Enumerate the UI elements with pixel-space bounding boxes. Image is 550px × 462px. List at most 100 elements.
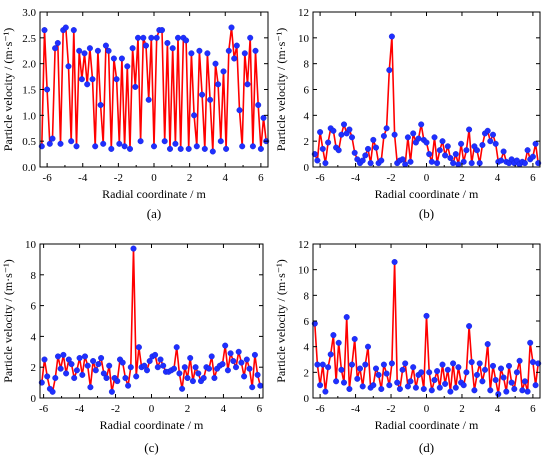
data-point xyxy=(434,368,441,375)
chart-panel-3: -6 -4 -2 0 2 4 6 0 2 4 6 8 10 Radial coordinate / m Pa… xyxy=(1,239,264,455)
data-point xyxy=(423,139,430,146)
data-point xyxy=(455,161,462,168)
x-tick-label: 4 xyxy=(223,172,229,184)
data-point xyxy=(476,360,483,367)
data-point xyxy=(133,373,140,380)
data-point xyxy=(212,60,219,67)
y-tick-label: 2 xyxy=(31,362,37,374)
data-point xyxy=(431,134,438,141)
data-point xyxy=(187,355,194,362)
data-point xyxy=(463,369,470,376)
data-point xyxy=(359,157,366,164)
x-tick-label: -4 xyxy=(351,172,361,184)
y-tick-label: 2 xyxy=(304,136,310,148)
data-point xyxy=(492,377,499,384)
data-point xyxy=(209,148,216,155)
data-point xyxy=(365,145,372,152)
data-point xyxy=(243,356,250,363)
x-tick-label: 4 xyxy=(495,172,501,184)
data-point xyxy=(455,364,462,371)
x-axis-label: Radial coordinate / m xyxy=(375,187,479,201)
data-point xyxy=(319,361,326,368)
data-point xyxy=(527,339,534,346)
y-tick-label: 0 xyxy=(304,162,310,174)
y-tick-label: 8 xyxy=(304,59,310,71)
data-point xyxy=(335,147,342,154)
data-point xyxy=(410,130,417,137)
data-point xyxy=(154,364,161,371)
data-point xyxy=(222,342,229,349)
data-point xyxy=(498,365,505,372)
data-point xyxy=(251,351,258,358)
data-point xyxy=(114,378,121,385)
y-tick-label: 0 xyxy=(304,393,310,405)
data-point xyxy=(200,375,207,382)
data-point xyxy=(511,386,518,393)
data-point xyxy=(529,359,536,366)
data-point xyxy=(164,40,171,47)
x-tick-label: 0 xyxy=(424,403,430,415)
data-point xyxy=(73,143,80,150)
data-point xyxy=(100,370,107,377)
data-point xyxy=(532,382,539,389)
data-point xyxy=(126,145,133,152)
y-tick-label: 12 xyxy=(298,239,309,251)
data-point xyxy=(495,391,502,398)
data-point xyxy=(184,375,191,382)
data-point xyxy=(205,365,212,372)
data-point xyxy=(192,364,199,371)
data-point xyxy=(157,356,164,363)
data-point xyxy=(153,34,160,41)
data-point xyxy=(439,138,446,145)
x-tick-label: 0 xyxy=(424,172,430,184)
data-point xyxy=(317,129,324,136)
data-point xyxy=(231,55,238,62)
y-tick-label: 6 xyxy=(31,301,37,313)
data-point xyxy=(351,149,358,156)
data-point xyxy=(521,160,528,167)
data-point xyxy=(252,47,259,54)
data-point xyxy=(244,81,251,88)
data-point xyxy=(92,143,99,150)
data-point xyxy=(76,47,83,54)
data-point xyxy=(127,364,134,371)
x-tick-label: 6 xyxy=(530,403,536,415)
data-point xyxy=(236,107,243,114)
x-tick-label: -6 xyxy=(316,403,326,415)
data-point xyxy=(134,34,141,41)
data-point xyxy=(52,45,59,52)
data-point xyxy=(412,384,419,391)
data-point xyxy=(487,387,494,394)
data-point xyxy=(220,68,227,75)
data-point xyxy=(354,375,361,382)
data-point xyxy=(233,42,240,49)
data-point xyxy=(89,76,96,83)
data-point xyxy=(92,367,99,374)
data-point xyxy=(235,348,242,355)
panel-label: (c) xyxy=(144,440,158,455)
data-point xyxy=(215,81,222,88)
data-point xyxy=(247,34,254,41)
data-point xyxy=(211,375,218,382)
data-point xyxy=(193,143,200,150)
data-point xyxy=(68,138,75,145)
x-tick-label: 4 xyxy=(221,403,227,415)
data-point xyxy=(407,158,414,165)
data-point xyxy=(319,145,326,152)
data-point xyxy=(362,361,369,368)
data-point xyxy=(108,145,115,152)
data-point xyxy=(460,382,467,389)
data-point xyxy=(490,131,497,138)
data-point xyxy=(404,134,411,141)
data-point xyxy=(204,50,211,57)
data-point xyxy=(79,371,86,378)
data-point xyxy=(81,353,88,360)
y-tick-label: 4 xyxy=(304,110,310,122)
data-point xyxy=(418,369,425,376)
data-point xyxy=(177,145,184,152)
data-point xyxy=(484,341,491,348)
data-point xyxy=(447,154,454,161)
data-point xyxy=(524,388,531,395)
x-tick-label: -2 xyxy=(386,403,395,415)
